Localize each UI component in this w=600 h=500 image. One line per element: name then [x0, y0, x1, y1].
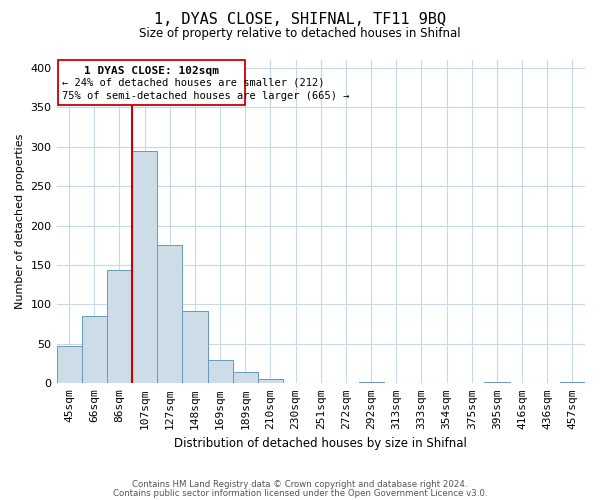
Bar — [132, 150, 157, 384]
Text: 1, DYAS CLOSE, SHIFNAL, TF11 9BQ: 1, DYAS CLOSE, SHIFNAL, TF11 9BQ — [154, 12, 446, 28]
Bar — [157, 244, 182, 384]
Text: Contains public sector information licensed under the Open Government Licence v3: Contains public sector information licen… — [113, 489, 487, 498]
Bar — [233, 372, 258, 384]
Y-axis label: Number of detached properties: Number of detached properties — [15, 134, 25, 310]
X-axis label: Distribution of detached houses by size in Shifnal: Distribution of detached houses by size … — [175, 437, 467, 450]
Text: Size of property relative to detached houses in Shifnal: Size of property relative to detached ho… — [139, 28, 461, 40]
Bar — [56, 346, 82, 384]
Text: ← 24% of detached houses are smaller (212): ← 24% of detached houses are smaller (21… — [62, 78, 324, 88]
Text: 75% of semi-detached houses are larger (665) →: 75% of semi-detached houses are larger (… — [62, 91, 349, 101]
Bar — [182, 311, 208, 384]
Bar — [484, 382, 509, 384]
Bar — [82, 316, 107, 384]
FancyBboxPatch shape — [58, 60, 245, 105]
Bar — [208, 360, 233, 384]
Text: Contains HM Land Registry data © Crown copyright and database right 2024.: Contains HM Land Registry data © Crown c… — [132, 480, 468, 489]
Bar — [359, 382, 383, 384]
Bar — [560, 382, 585, 384]
Bar — [258, 380, 283, 384]
Bar — [107, 270, 132, 384]
Text: 1 DYAS CLOSE: 102sqm: 1 DYAS CLOSE: 102sqm — [84, 66, 219, 76]
